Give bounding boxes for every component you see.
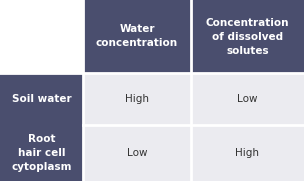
Text: Water
concentration: Water concentration [96, 24, 178, 49]
Text: High: High [236, 148, 260, 158]
Bar [0, 0, 83, 73]
Bar [191, 0, 304, 73]
Text: Low: Low [127, 148, 147, 158]
Text: Soil water: Soil water [12, 94, 71, 104]
Text: Root
hair cell
cytoplasm: Root hair cell cytoplasm [11, 134, 72, 172]
Text: Low: Low [237, 94, 258, 104]
Bar [191, 73, 304, 125]
Bar [83, 73, 191, 125]
Bar [191, 125, 304, 181]
Bar [0, 73, 83, 125]
Bar [83, 0, 191, 73]
Bar [0, 125, 83, 181]
Bar [83, 125, 191, 181]
Text: High: High [125, 94, 149, 104]
Text: Concentration
of dissolved
solutes: Concentration of dissolved solutes [206, 18, 289, 56]
